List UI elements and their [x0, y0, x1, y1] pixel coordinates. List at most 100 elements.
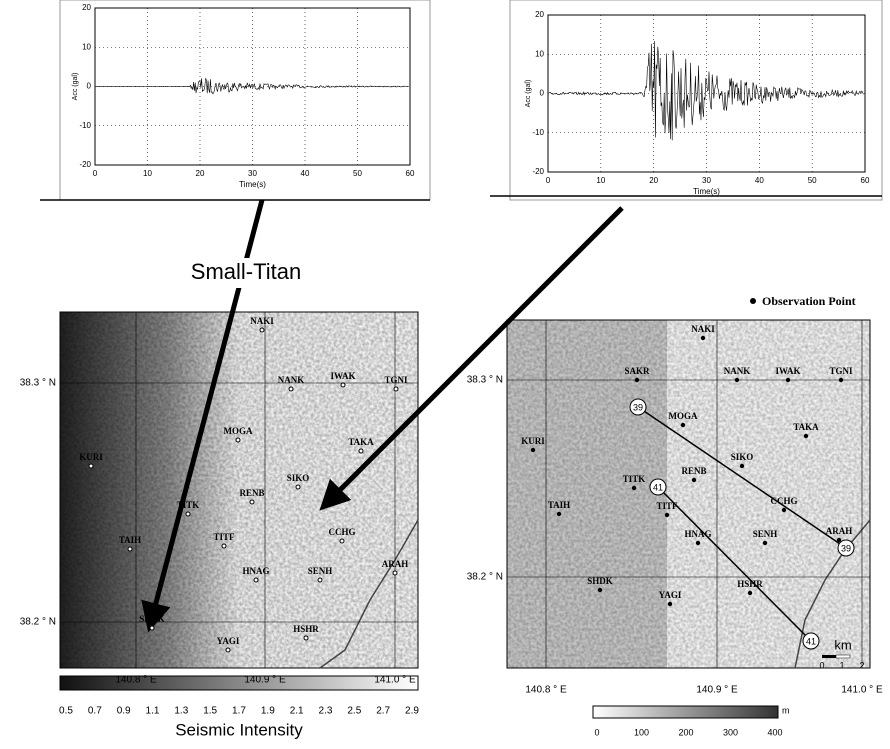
station: [359, 449, 363, 453]
station-label: RENB: [239, 488, 264, 498]
station-label: NANK: [278, 375, 305, 385]
scale-tick-label: 0: [819, 660, 824, 670]
station-label: SENH: [753, 529, 778, 539]
route-marker-label: 41: [806, 636, 816, 646]
station: [260, 328, 264, 332]
station: [681, 423, 685, 427]
map-texture: [507, 320, 870, 668]
station: [635, 378, 639, 382]
x-tick-label: 40: [301, 169, 310, 178]
station-label: SIKO: [287, 473, 310, 483]
colorbar-tick-label: 100: [634, 727, 649, 737]
station: [186, 512, 190, 516]
scale-bar: [836, 655, 850, 658]
station: [598, 588, 602, 592]
station-label: TAKA: [348, 437, 374, 447]
station: [150, 626, 154, 630]
lat-label: 38.2 ° N: [467, 572, 503, 583]
station: [128, 547, 132, 551]
station: [236, 438, 240, 442]
station: [740, 464, 744, 468]
figure-label: Small-Titan: [191, 259, 301, 284]
station: [296, 485, 300, 489]
colorbar-tick-label: 300: [723, 727, 738, 737]
station: [393, 571, 397, 575]
station-label: YAGI: [659, 590, 682, 600]
x-tick-label: 10: [596, 176, 605, 185]
figure: Small-Titan Observation Point Seismic In…: [0, 0, 890, 744]
station-label: TITK: [623, 474, 646, 484]
y-tick-label: 0: [87, 82, 92, 91]
colorbar: [593, 706, 778, 718]
station-label: IWAK: [775, 366, 800, 376]
station-label: KURI: [521, 436, 545, 446]
station-label: SHDK: [587, 576, 613, 586]
station-label: SAKR: [624, 366, 650, 376]
x-tick-label: 0: [93, 169, 98, 178]
x-tick-label: 20: [196, 169, 205, 178]
station: [557, 512, 561, 516]
station-label: ARAH: [826, 526, 853, 536]
station: [665, 513, 669, 517]
scale-tick-label: 1: [839, 660, 844, 670]
station: [839, 378, 843, 382]
station: [222, 544, 226, 548]
station-label: HNAG: [243, 566, 270, 576]
legend-dot: [750, 298, 756, 304]
station-label: TITF: [656, 501, 678, 511]
colorbar-tick-label: 200: [678, 727, 693, 737]
route-marker-label: 41: [653, 482, 663, 492]
lon-label: 140.9 ° E: [244, 675, 286, 686]
station-label: SIKO: [731, 452, 754, 462]
colorbar-tick-label: 2.3: [319, 706, 333, 717]
colorbar-unit: m: [782, 705, 790, 715]
station: [531, 448, 535, 452]
x-tick-label: 60: [861, 176, 870, 185]
y-tick-label: 10: [82, 42, 91, 51]
x-tick-label: 40: [755, 176, 764, 185]
colorbar-tick-label: 0.7: [88, 706, 102, 717]
x-tick-label: 20: [649, 176, 658, 185]
x-tick-label: 30: [248, 169, 257, 178]
station-label: TGNI: [384, 375, 408, 385]
station-label: CCHG: [771, 496, 798, 506]
x-tick-label: 60: [406, 169, 415, 178]
station: [341, 383, 345, 387]
scale-tick-label: 2: [859, 660, 864, 670]
lat-label: 38.3 ° N: [20, 378, 56, 389]
y-tick-label: -20: [79, 160, 91, 169]
x-axis-label: Time(s): [693, 187, 720, 196]
colorbar-tick-label: 0.5: [59, 706, 73, 717]
station-label: TITF: [213, 532, 235, 542]
colorbar-tick-label: 2.7: [376, 706, 390, 717]
x-tick-label: 50: [353, 169, 362, 178]
colorbar-tick-label: 1.5: [203, 706, 217, 717]
lat-label: 38.3 ° N: [467, 375, 503, 386]
y-tick-label: 10: [535, 49, 544, 58]
station: [735, 378, 739, 382]
station-label: CCHG: [329, 527, 356, 537]
legend-label: Observation Point: [762, 294, 856, 308]
lon-label: 140.8 ° E: [525, 685, 567, 696]
station: [692, 478, 696, 482]
station-label: RENB: [681, 466, 706, 476]
y-tick-label: 20: [82, 3, 91, 12]
y-tick-label: -10: [532, 128, 544, 137]
y-axis-label: Acc (gal): [525, 80, 532, 108]
colorbar: [60, 676, 418, 690]
y-axis-label: Acc (gal): [72, 73, 79, 101]
station: [696, 541, 700, 545]
station: [786, 378, 790, 382]
x-tick-label: 30: [702, 176, 711, 185]
station-label: ARAH: [382, 559, 409, 569]
lon-label: 141.0 ° E: [374, 675, 416, 686]
colorbar-tick-label: 1.7: [232, 706, 246, 717]
station: [763, 541, 767, 545]
colorbar-tick-label: 400: [767, 727, 782, 737]
station: [701, 336, 705, 340]
station: [289, 387, 293, 391]
station: [632, 486, 636, 490]
station: [318, 578, 322, 582]
station: [748, 591, 752, 595]
station: [226, 648, 230, 652]
